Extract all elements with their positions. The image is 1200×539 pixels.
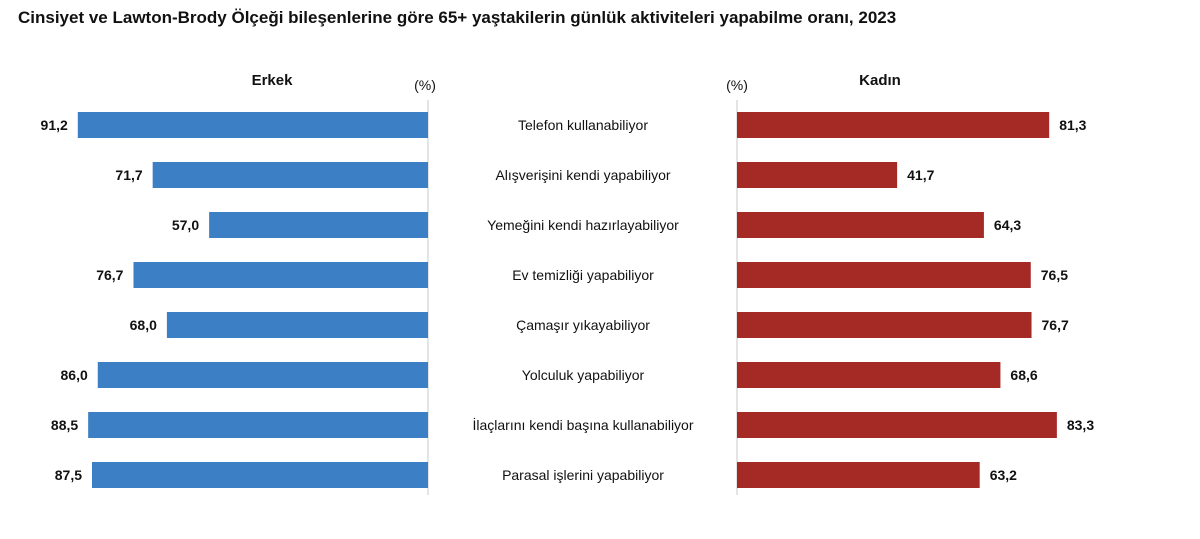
erkek-value-label: 91,2 (41, 117, 68, 133)
kadin-value-label: 68,6 (1010, 367, 1037, 383)
category-label: Çamaşır yıkayabiliyor (516, 317, 650, 333)
erkek-bar (77, 112, 429, 138)
kadin-bar (737, 212, 984, 238)
bar-group: 91,2 Telefon kullanabiliyor 81,3 71,7 Alışve… (41, 112, 1094, 488)
erkek-value-label: 76,7 (96, 267, 123, 283)
category-label: Parasal işlerini yapabiliyor (502, 467, 664, 483)
kadin-value-label: 81,3 (1059, 117, 1086, 133)
category-label: Ev temizliği yapabiliyor (512, 267, 654, 283)
erkek-bar (166, 312, 428, 338)
erkek-value-label: 88,5 (51, 417, 78, 433)
kadin-value-label: 64,3 (994, 217, 1021, 233)
kadin-value-label: 83,3 (1067, 417, 1094, 433)
kadin-bar (737, 412, 1057, 438)
kadin-value-label: 63,2 (990, 467, 1017, 483)
erkek-bar (97, 362, 428, 388)
kadin-value-label: 76,5 (1041, 267, 1068, 283)
erkek-value-label: 68,0 (130, 317, 157, 333)
kadin-bar (737, 262, 1031, 288)
erkek-value-label: 86,0 (61, 367, 88, 383)
kadin-bar (737, 312, 1032, 338)
erkek-bar (209, 212, 428, 238)
category-label: İlaçlarını kendi başına kullanabiliyor (472, 416, 693, 433)
erkek-bar (133, 262, 429, 288)
category-label: Yemeğini kendi hazırlayabiliyor (487, 217, 679, 233)
kadin-bar (737, 162, 898, 188)
erkek-unit-label: (%) (414, 77, 436, 93)
chart-title: Cinsiyet ve Lawton-Brody Ölçeği bileşenl… (18, 8, 897, 27)
category-label: Alışverişini kendi yapabiliyor (495, 167, 670, 183)
kadin-bar (737, 462, 980, 488)
erkek-value-label: 57,0 (172, 217, 199, 233)
kadin-value-label: 76,7 (1042, 317, 1069, 333)
kadin-bar (737, 112, 1050, 138)
erkek-series-header: Erkek (252, 72, 294, 89)
erkek-value-label: 87,5 (55, 467, 82, 483)
erkek-bar (88, 412, 428, 438)
category-label: Telefon kullanabiliyor (518, 117, 648, 133)
kadin-value-label: 41,7 (907, 167, 934, 183)
erkek-bar (92, 462, 428, 488)
category-label: Yolculuk yapabiliyor (522, 367, 645, 383)
kadin-series-header: Kadın (859, 72, 901, 89)
kadin-bar (737, 362, 1001, 388)
erkek-bar (152, 162, 428, 188)
erkek-value-label: 71,7 (115, 167, 142, 183)
kadin-unit-label: (%) (726, 77, 748, 93)
